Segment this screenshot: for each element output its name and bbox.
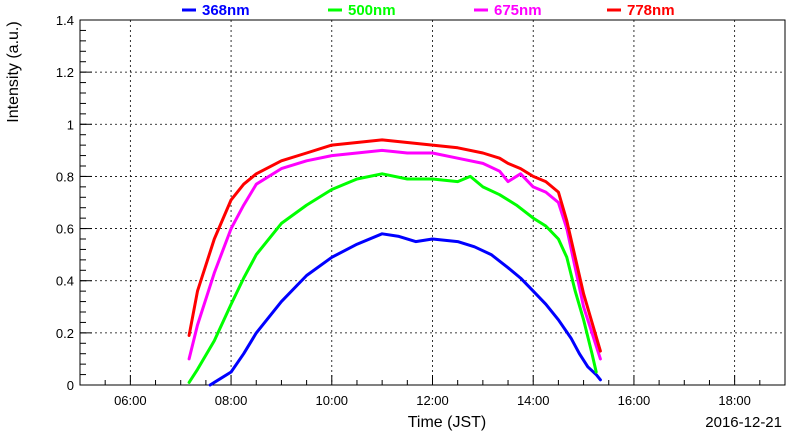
- y-tick-label: 1: [67, 117, 74, 132]
- x-tick-label: 06:00: [114, 393, 147, 408]
- legend-label-675nm: 675nm: [494, 2, 542, 19]
- y-tick-label: 0.2: [56, 326, 74, 341]
- axis-ticks: 06:00 08:00 10:00 12:00 14:00 16:00 18:00 0 0.2 0…: [56, 13, 761, 408]
- grid: [80, 19, 785, 386]
- series-line-500nm: [187, 172, 598, 384]
- legend-label-500nm: 500nm: [348, 2, 396, 19]
- y-axis-title: Intensity (a.u.): [5, 21, 22, 122]
- x-tick-label: 18:00: [718, 393, 751, 408]
- series-line-778nm: [187, 138, 602, 353]
- y-tick-label: 1.2: [56, 65, 74, 80]
- y-tick-label: 0.6: [56, 222, 74, 237]
- y-tick-label: 0.8: [56, 169, 74, 184]
- legend-label-778nm: 778nm: [627, 2, 675, 19]
- date-label: 2016-12-21: [705, 414, 782, 431]
- series-line-368nm: [208, 232, 602, 387]
- legend: 368nm 500nm 675nm 778nm: [182, 2, 675, 19]
- y-tick-label: 0: [67, 378, 74, 393]
- x-axis-title: Time (JST): [408, 414, 487, 431]
- series-line-675nm: [187, 148, 602, 361]
- legend-label-368nm: 368nm: [202, 2, 250, 19]
- series-layer: [187, 138, 602, 387]
- y-tick-label: 0.4: [56, 274, 74, 289]
- x-tick-label: 16:00: [618, 393, 651, 408]
- y-tick-label: 1.4: [56, 13, 74, 28]
- x-tick-label: 12:00: [416, 393, 449, 408]
- x-tick-label: 10:00: [316, 393, 349, 408]
- x-tick-label: 14:00: [517, 393, 550, 408]
- x-tick-label: 08:00: [215, 393, 248, 408]
